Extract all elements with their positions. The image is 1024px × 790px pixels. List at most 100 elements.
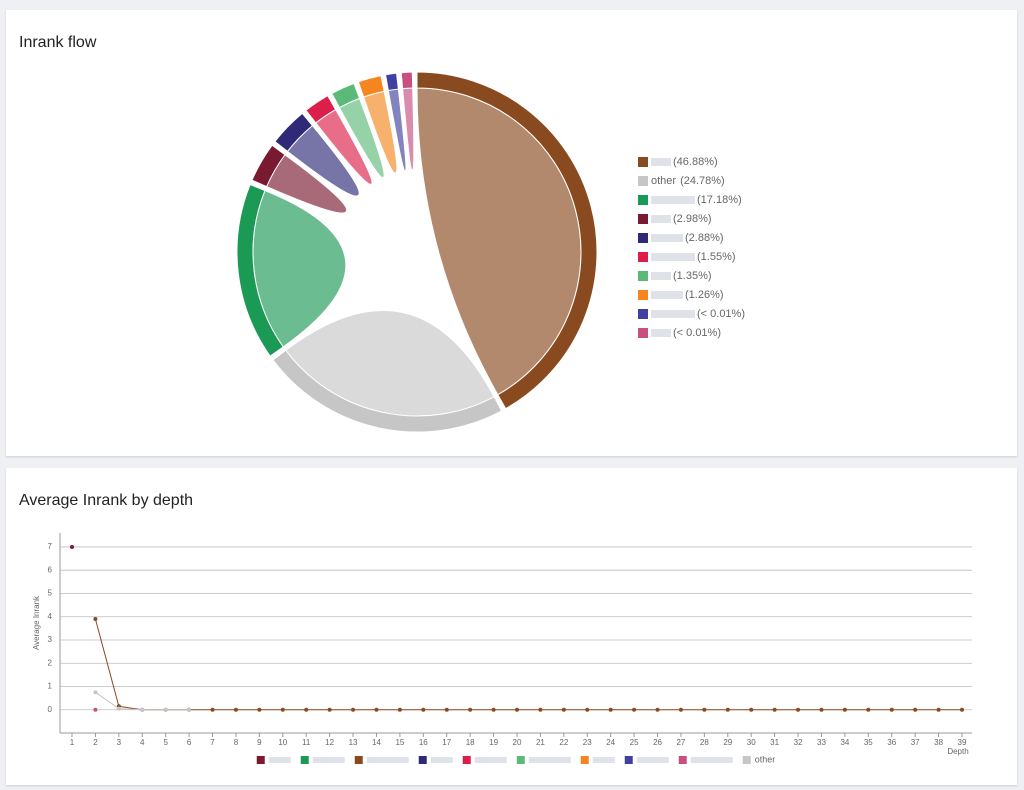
chord-arc xyxy=(272,349,503,433)
series-line xyxy=(94,618,962,711)
redacted-label xyxy=(268,757,291,763)
x-tick-label: 32 xyxy=(794,738,803,747)
data-point xyxy=(257,707,262,712)
x-tick-label: 22 xyxy=(559,738,568,747)
legend-value: (1.35%) xyxy=(673,270,712,282)
x-tick-label: 34 xyxy=(840,738,849,747)
x-tick-label: 7 xyxy=(210,738,215,747)
data-point xyxy=(421,707,426,712)
x-tick-label: 29 xyxy=(723,738,732,747)
legend-swatch xyxy=(638,328,648,338)
data-point xyxy=(397,707,402,712)
legend-swatch xyxy=(354,756,363,764)
legend-swatch xyxy=(638,252,648,262)
redacted-label xyxy=(651,310,695,318)
redacted-label xyxy=(690,757,733,763)
x-tick-label: 2 xyxy=(93,738,98,747)
chart-title: Average Inrank by depth xyxy=(19,492,194,509)
data-point xyxy=(93,617,98,622)
data-point xyxy=(491,707,496,712)
legend-swatch xyxy=(300,756,309,764)
legend-swatch xyxy=(462,756,471,764)
data-point xyxy=(749,707,754,712)
data-point xyxy=(280,707,285,712)
y-tick-label: 0 xyxy=(48,705,53,714)
legend-value: (46.88%) xyxy=(673,156,718,168)
data-point xyxy=(444,707,449,712)
data-point xyxy=(163,707,168,712)
x-tick-label: 4 xyxy=(140,738,145,747)
data-point xyxy=(351,707,356,712)
legend-value: (2.88%) xyxy=(685,232,724,244)
legend-value: (2.98%) xyxy=(673,213,712,225)
legend: other xyxy=(256,754,776,764)
data-point xyxy=(561,707,566,712)
data-point xyxy=(819,707,824,712)
legend-swatch xyxy=(638,271,648,281)
chord-arc xyxy=(331,82,361,109)
y-tick-label: 2 xyxy=(48,658,53,667)
redacted-label xyxy=(651,158,671,166)
x-tick-label: 26 xyxy=(653,738,662,747)
data-point xyxy=(678,707,683,712)
x-tick-label: 1 xyxy=(70,738,75,747)
chord-card: Inrank flow (46.88%) other (24.78%) (17.18%… xyxy=(6,10,1017,456)
data-point xyxy=(702,707,707,712)
legend-label: other xyxy=(755,754,776,764)
x-tick-label: 6 xyxy=(187,738,192,747)
x-tick-label: 36 xyxy=(887,738,896,747)
redacted-label xyxy=(651,329,671,337)
legend-swatch xyxy=(256,756,265,764)
chord-arc xyxy=(416,71,598,410)
data-point xyxy=(327,707,332,712)
chord-arc xyxy=(384,72,399,92)
y-tick-label: 6 xyxy=(48,565,53,574)
chord-arc xyxy=(357,75,385,98)
legend-swatch xyxy=(638,176,648,186)
data-point xyxy=(515,707,519,712)
data-point xyxy=(960,707,964,712)
x-tick-label: 10 xyxy=(278,738,287,747)
legend-value: (< 0.01%) xyxy=(697,308,745,320)
redacted-label xyxy=(651,215,671,223)
data-point xyxy=(233,707,238,712)
legend-swatch xyxy=(580,756,589,764)
legend-swatch xyxy=(516,756,525,764)
legend-label: other xyxy=(651,175,676,187)
data-point xyxy=(913,707,918,712)
legend-value: (1.55%) xyxy=(697,251,736,263)
chord-arc xyxy=(251,144,286,188)
redacted-label xyxy=(651,234,683,242)
x-tick-label: 5 xyxy=(163,738,168,747)
legend-value: (24.78%) xyxy=(680,175,725,187)
y-tick-label: 1 xyxy=(48,682,53,691)
data-point xyxy=(889,707,894,712)
chord-arc xyxy=(274,112,314,153)
legend-swatch xyxy=(678,756,687,764)
legend-swatch xyxy=(638,195,648,205)
x-tick-label: 14 xyxy=(372,738,381,747)
redacted-label xyxy=(528,757,571,763)
chart-title: Inrank flow xyxy=(19,34,97,51)
legend-swatch xyxy=(638,290,648,300)
redacted-label xyxy=(474,757,507,763)
redacted-label xyxy=(651,291,683,299)
redacted-label xyxy=(651,196,695,204)
x-tick-label: 3 xyxy=(117,738,122,747)
data-point xyxy=(374,707,379,712)
x-tick-label: 27 xyxy=(676,738,685,747)
x-tick-label: 18 xyxy=(466,738,475,747)
data-point xyxy=(842,707,847,712)
legend-value: (< 0.01%) xyxy=(673,327,721,339)
x-tick-label: 9 xyxy=(257,738,262,747)
data-point xyxy=(140,707,145,712)
data-point xyxy=(210,707,215,712)
x-tick-label: 15 xyxy=(395,738,404,747)
redacted-label xyxy=(366,757,409,763)
chord-chart: (46.88%) other (24.78%) (17.18%) (2.98%) (2.8… xyxy=(236,71,745,433)
legend-swatch xyxy=(638,233,648,243)
data-point xyxy=(936,707,941,712)
redacted-label xyxy=(312,757,345,763)
